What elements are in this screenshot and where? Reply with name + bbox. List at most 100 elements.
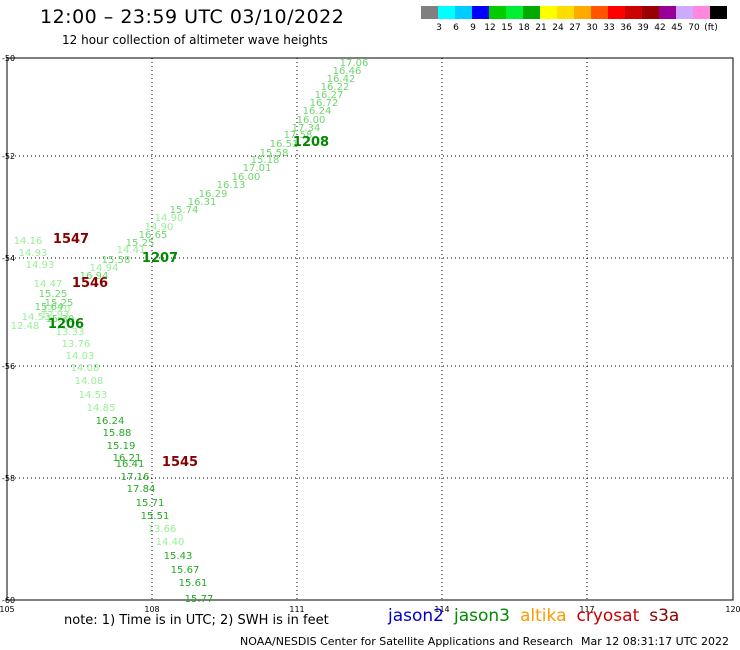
time-marker: 1207 — [142, 251, 178, 266]
colorbar-swatch — [506, 6, 523, 19]
time-marker: 1206 — [48, 317, 84, 332]
wave-height-label: 15.77 — [185, 594, 214, 605]
wave-height-label: 14.90 — [145, 222, 174, 233]
wave-height-label: 15.61 — [179, 578, 208, 589]
wave-height-label: 16.00 — [297, 115, 326, 126]
wave-height-label: 16.13 — [217, 180, 246, 191]
colorbar-label: 33 — [603, 23, 615, 33]
wave-height-label: 16.51 — [270, 139, 299, 150]
map-subtitle: 12 hour collection of altimeter wave hei… — [62, 33, 328, 47]
longitude-label: 120 — [725, 605, 740, 614]
colorbar-label: 9 — [470, 23, 476, 33]
wave-height-label: 15.43 — [164, 551, 193, 562]
colorbar-swatch — [676, 6, 693, 19]
longitude-label: 111 — [289, 605, 304, 614]
latitude-label: -56 — [2, 362, 15, 371]
colorbar-swatch — [574, 6, 591, 19]
wave-height-label: 15.25 — [39, 289, 68, 300]
colorbar-swatch — [710, 6, 727, 19]
wave-height-label: 15.64 — [35, 302, 64, 313]
wave-height-label: 17.84 — [127, 484, 156, 495]
wave-height-label: 16.94 — [80, 271, 109, 282]
track-points: 17.0616.4616.4216.2216.2716.7216.2416.00… — [11, 58, 369, 605]
wave-height-label: 14.85 — [87, 403, 116, 414]
wave-height-label: 15.74 — [170, 205, 199, 216]
legend-jason2: jason2 — [388, 606, 444, 626]
legend-s3a: s3a — [649, 606, 680, 626]
wave-height-label: 14.08 — [75, 376, 104, 387]
longitude-label: 108 — [144, 605, 159, 614]
wave-height-label: 14.08 — [71, 363, 100, 374]
wave-height-label: 17.16 — [121, 472, 150, 483]
colorbar-swatch — [659, 6, 676, 19]
wave-height-label: 13.20 — [42, 304, 71, 315]
colorbar-label: 30 — [586, 23, 598, 33]
colorbar-label: 27 — [569, 23, 581, 33]
colorbar-label: 15 — [501, 23, 513, 33]
time-marker: 1545 — [162, 455, 198, 470]
map-title: 12:00 – 23:59 UTC 03/10/2022 — [40, 6, 345, 28]
colorbar-swatch — [455, 6, 472, 19]
colorbar-label: 21 — [535, 23, 547, 33]
colorbar-label: 18 — [518, 23, 530, 33]
colorbar-label: 70 — [688, 23, 700, 33]
wave-height-label: 15.58 — [102, 255, 131, 266]
wave-height-label: 14.41 — [117, 245, 146, 256]
longitude-label: 105 — [0, 605, 15, 614]
wave-height-label: 14.94 — [90, 263, 119, 274]
wave-height-label: 16.24 — [303, 106, 332, 117]
longitude-label: 117 — [579, 605, 594, 614]
latitude-label: -54 — [2, 254, 15, 263]
colorbar-label: (ft) — [704, 23, 718, 33]
wave-height-label: 16.42 — [327, 74, 356, 85]
wave-height-label: 16.24 — [96, 416, 125, 427]
colorbar-swatch — [693, 6, 710, 19]
colorbar-label: 24 — [552, 23, 564, 33]
colorbar-swatch — [540, 6, 557, 19]
wave-height-label: 15.19 — [107, 441, 136, 452]
wave-height-label: 13.33 — [56, 327, 85, 338]
colorbar-swatch — [438, 6, 455, 19]
latitude-label: -58 — [2, 474, 15, 483]
wave-height-label: 16.21 — [113, 453, 142, 464]
colorbar-swatch — [421, 6, 438, 19]
satellite-legend: jason2 jason3 altika cryosat s3a — [388, 606, 689, 626]
longitude-label: 114 — [434, 605, 449, 614]
wave-height-label: 17.34 — [292, 123, 321, 134]
wave-height-label: 14.93 — [19, 248, 48, 259]
wave-height-label: 12.48 — [11, 321, 40, 332]
wave-height-label: 16.27 — [315, 90, 344, 101]
wave-height-label: 16.41 — [116, 459, 145, 470]
wave-height-label: 12.93 — [41, 310, 70, 321]
time-marker: 1546 — [72, 276, 108, 291]
wave-height-label: 17.01 — [243, 163, 272, 174]
colorbar-label: 36 — [620, 23, 632, 33]
wave-height-label: 17.58 — [284, 130, 313, 141]
colorbar-label: 45 — [671, 23, 683, 33]
wave-height-label: 14.40 — [156, 537, 185, 548]
colorbar-label: 6 — [453, 23, 459, 33]
wave-height-label: 14.53 — [79, 390, 108, 401]
wave-height-label: 14.16 — [14, 236, 43, 247]
wave-height-label: 15.71 — [136, 498, 165, 509]
colorbar-swatch — [557, 6, 574, 19]
wave-height-label: 14.03 — [66, 351, 95, 362]
colorbar-swatch — [472, 6, 489, 19]
wave-height-label: 15.25 — [126, 238, 155, 249]
colorbar-swatch — [591, 6, 608, 19]
wave-height-label: 16.31 — [188, 197, 217, 208]
time-markers: 1208 1547 1207 1546 1206 1545 — [48, 135, 329, 470]
time-marker: 1208 — [293, 135, 329, 150]
legend-altika: altika — [520, 606, 567, 626]
footer-note: note: 1) Time is in UTC; 2) SWH is in fe… — [64, 613, 329, 628]
wave-height-label: 14.90 — [155, 213, 184, 224]
wave-height-label: 15.67 — [171, 565, 200, 576]
wave-height-label: 14.93 — [26, 260, 55, 271]
wave-height-label: 15.51 — [141, 511, 170, 522]
wave-height-label: 15.88 — [103, 428, 132, 439]
wave-height-label: 16.72 — [310, 98, 339, 109]
colorbar-swatch — [625, 6, 642, 19]
time-marker: 1547 — [53, 232, 89, 247]
